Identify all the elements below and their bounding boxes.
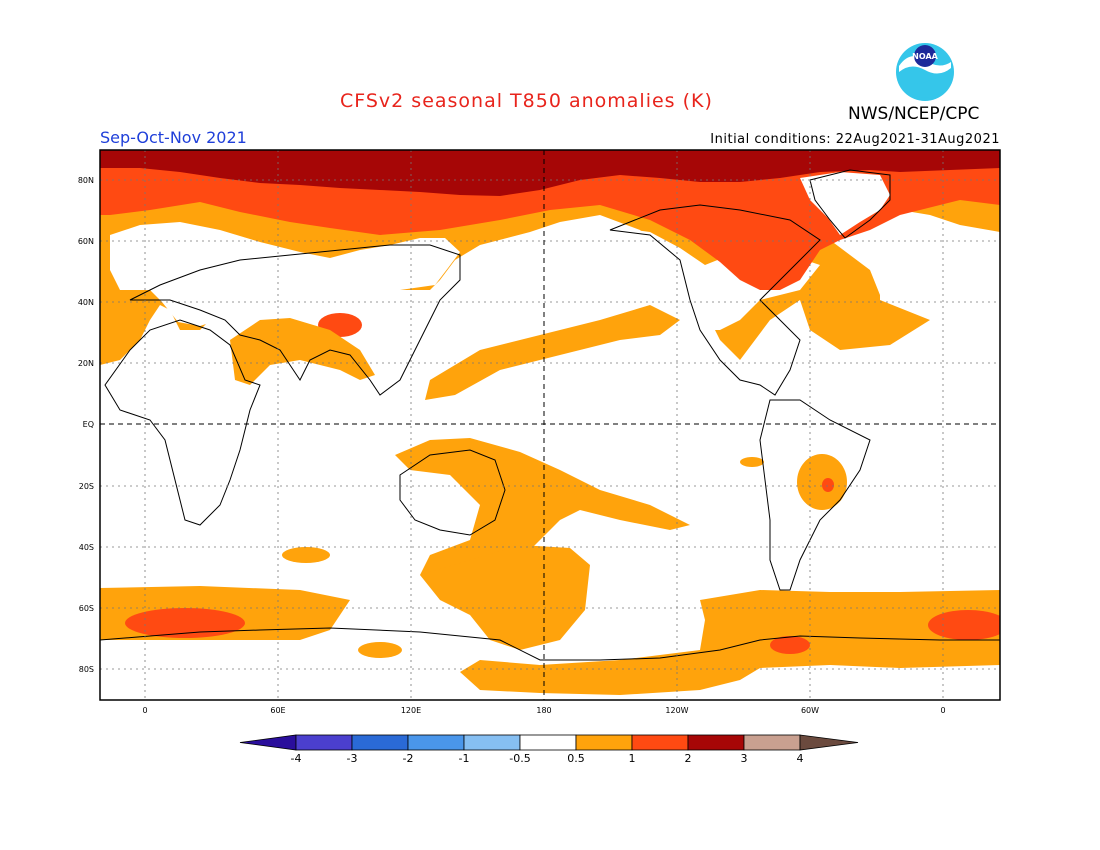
anomaly-region-antarctic-orange: [460, 590, 1000, 695]
coastline-south-america: [759, 399, 871, 591]
anomaly-region-east-atlantic-red: [928, 610, 1000, 640]
lat-label: 60S: [79, 604, 94, 613]
anomaly-region-ross-orange: [358, 642, 402, 658]
anomaly-region-small-s-orange: [282, 547, 330, 563]
anomaly-region-arctic-darkred: [100, 150, 1000, 196]
coastline-north-america: [609, 204, 821, 396]
colorbar-tick-label: 2: [685, 752, 692, 765]
agency-label: NWS/NCEP/CPC: [848, 104, 980, 124]
lon-label: 0: [940, 706, 945, 715]
colorbar-swatch: [351, 734, 409, 751]
season-label: Sep-Oct-Nov 2021: [100, 128, 247, 147]
colorbar-tick-label: -3: [347, 752, 358, 765]
coastline-eurasia: [129, 244, 461, 396]
anomaly-region-atlantic-white: [830, 210, 1000, 300]
colorbar-swatch: [295, 734, 353, 751]
lon-label: 0: [142, 706, 147, 715]
coastline-antarctica: [100, 627, 1000, 661]
initial-conditions-label: Initial conditions: 22Aug2021-31Aug2021: [710, 132, 1000, 147]
colorbar-tick-label: 3: [741, 752, 748, 765]
colorbar-tick-label: -4: [291, 752, 302, 765]
graticule: [100, 150, 1000, 700]
coastline-greenland: [809, 169, 891, 239]
colorbar-arrow-low: [239, 734, 297, 751]
colorbar-arrow-high: [799, 734, 859, 751]
lon-label: 60W: [801, 706, 819, 715]
latitude-labels: 80N 60N 40N 20N EQ 20S 40S 60S 80S: [78, 176, 94, 674]
colorbar-tick-label: -2: [403, 752, 414, 765]
colorbar-swatch: [687, 734, 745, 751]
colorbar-swatch: [519, 734, 577, 751]
colorbar-tick-label: -1: [459, 752, 470, 765]
colorbar: -4 -3 -2 -1 -0.5 0.5 1 2 3 4: [239, 734, 859, 765]
lon-label: 120W: [665, 706, 688, 715]
lat-label: 80S: [79, 665, 94, 674]
noaa-logo-icon: NOAA: [896, 43, 954, 101]
lat-label: 60N: [78, 237, 94, 246]
anomaly-region-spacific-orange: [420, 545, 590, 650]
anomaly-region-eurasia-white: [110, 222, 460, 326]
anomaly-region-arabia-orange: [230, 318, 375, 385]
lat-label: 40N: [78, 298, 94, 307]
colorbar-tick-label: 1: [629, 752, 636, 765]
anomaly-region-samerica-orange: [797, 454, 847, 510]
anomaly-region-australia-orange: [395, 438, 690, 585]
lat-label: 20N: [78, 359, 94, 368]
coastline-africa: [104, 319, 261, 526]
anomaly-region-greenland-white: [800, 172, 890, 235]
lat-label: EQ: [83, 420, 94, 429]
anomaly-region-peru-orange: [740, 457, 764, 467]
lon-label: 180: [536, 706, 551, 715]
anomaly-region-weddell-red: [125, 608, 245, 638]
colorbar-swatch: [575, 734, 633, 751]
lon-label: 60E: [270, 706, 285, 715]
colorbar-tick-label: 0.5: [567, 752, 585, 765]
colorbar-swatch: [407, 734, 465, 751]
map-frame: [99, 149, 1001, 701]
anomaly-shading: [100, 150, 1000, 695]
colorbar-tick-label: -0.5: [509, 752, 530, 765]
lat-label: 80N: [78, 176, 94, 185]
longitude-labels: 0 60E 120E 180 120W 60W 0: [142, 706, 945, 715]
lat-label: 20S: [79, 482, 94, 491]
coastline-australia: [399, 449, 506, 536]
anomaly-region-samerica-red: [822, 478, 834, 492]
map-title: CFSv2 seasonal T850 anomalies (K): [340, 90, 713, 112]
anomaly-region-peninsula-red: [770, 636, 810, 654]
colorbar-tick-label: 4: [797, 752, 804, 765]
colorbar-swatch: [743, 734, 801, 751]
logo-text: NOAA: [912, 52, 938, 61]
lat-label: 40S: [79, 543, 94, 552]
anomaly-region-npacific-orange: [425, 305, 680, 400]
colorbar-swatch: [631, 734, 689, 751]
lon-label: 120E: [401, 706, 421, 715]
coastlines: [100, 169, 1000, 661]
colorbar-swatch: [463, 734, 521, 751]
